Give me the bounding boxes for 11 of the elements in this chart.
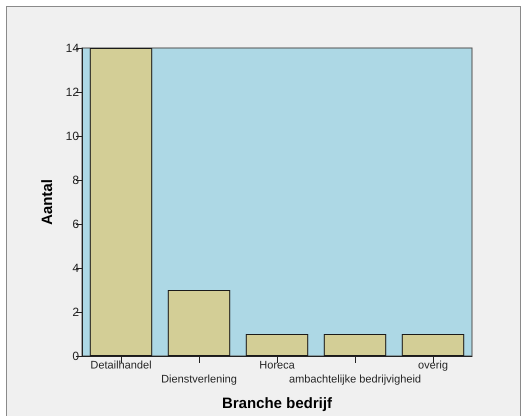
y-tick-label: 10	[66, 129, 80, 143]
x-axis-title: Branche bedrijf	[222, 395, 334, 412]
x-tick-label: ambachtelijke bedrijvigheid	[288, 374, 422, 386]
y-tick-label: 2	[72, 305, 80, 319]
x-tick-label: Dienstverlening	[161, 374, 237, 386]
y-tick-label: 14	[66, 41, 80, 55]
y-tick-label: 12	[66, 85, 80, 99]
x-tick-label: Horeca	[259, 360, 296, 372]
x-tick-label: Detailhandel	[90, 360, 152, 372]
y-axis-title: Aantal	[38, 179, 56, 225]
x-tick-label: overig	[418, 360, 448, 372]
